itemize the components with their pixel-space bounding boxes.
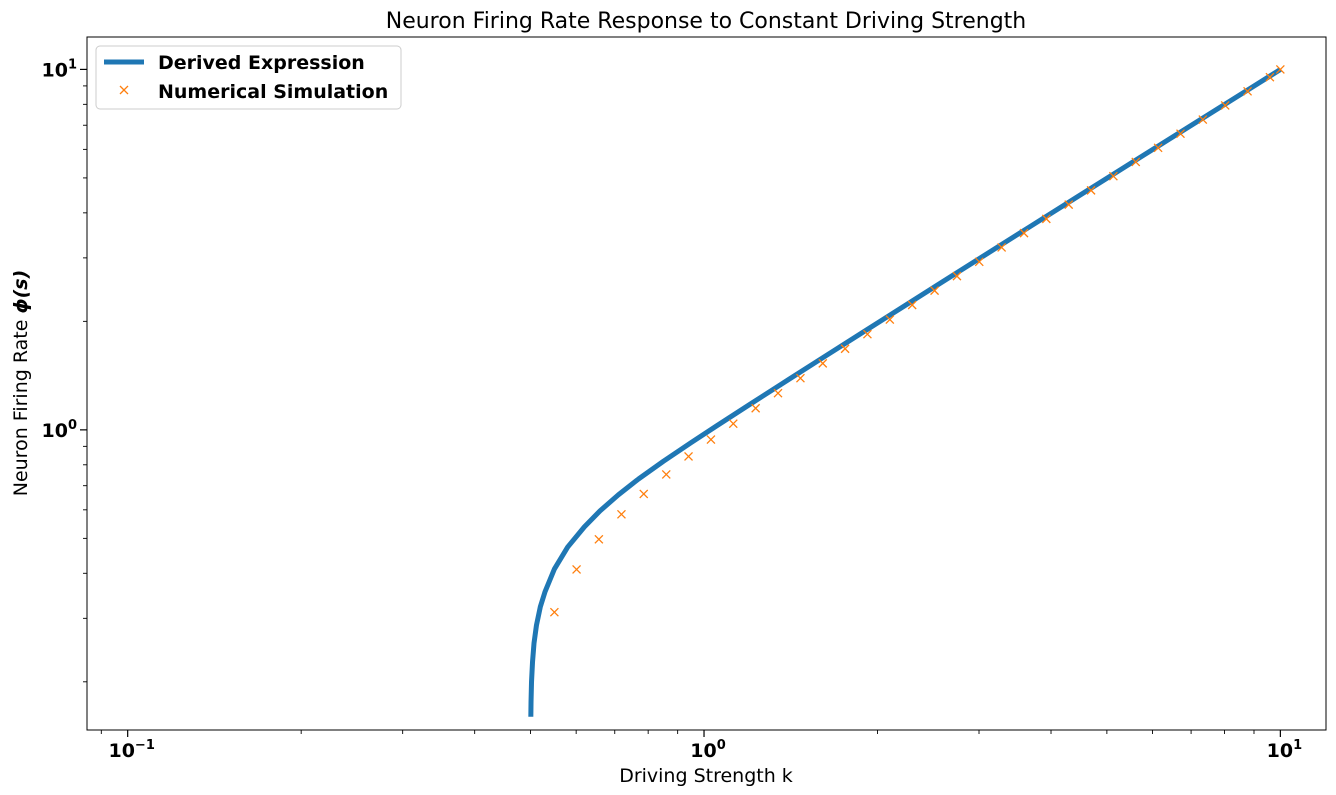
- x-tick-label: 10−1: [108, 738, 154, 762]
- legend-marker-swatch: [119, 85, 129, 95]
- legend: Derived Expression Numerical Simulation: [95, 45, 402, 110]
- data-point-numerical-simulation: [1086, 185, 1096, 195]
- x-axis-label: Driving Strength k: [619, 765, 793, 787]
- data-point-numerical-simulation: [616, 509, 626, 519]
- data-point-numerical-simulation: [997, 242, 1007, 252]
- data-point-numerical-simulation: [795, 373, 805, 383]
- data-point-numerical-simulation: [1220, 100, 1230, 110]
- series-line-derived-expression: [528, 67, 1282, 717]
- data-point-numerical-simulation: [1153, 143, 1163, 153]
- axis-ticks: 10−1 100 101 100 101: [42, 57, 1303, 762]
- x-tick-label: 100: [690, 738, 726, 762]
- data-point-numerical-simulation: [885, 315, 895, 325]
- data-point-numerical-simulation: [1041, 214, 1051, 224]
- legend-label-derived: Derived Expression: [158, 52, 365, 74]
- data-point-numerical-simulation: [840, 344, 850, 354]
- data-point-numerical-simulation: [974, 257, 984, 267]
- data-point-numerical-simulation: [1064, 200, 1074, 210]
- data-point-numerical-simulation: [1275, 64, 1285, 74]
- data-point-numerical-simulation: [706, 435, 716, 445]
- y-tick-label: 101: [42, 57, 78, 81]
- legend-box: [95, 45, 402, 110]
- data-point-numerical-simulation: [1265, 72, 1275, 82]
- data-point-numerical-simulation: [773, 388, 783, 398]
- data-point-numerical-simulation: [1198, 115, 1208, 124]
- data-point-numerical-simulation: [1243, 86, 1253, 96]
- legend-label-numerical: Numerical Simulation: [158, 81, 388, 103]
- y-tick-label: 100: [42, 418, 78, 442]
- data-point-numerical-simulation: [930, 286, 940, 296]
- data-point-numerical-simulation: [728, 419, 738, 429]
- data-point-numerical-simulation: [952, 271, 962, 281]
- y-axis-label-text: Neuron Firing Rate: [10, 314, 32, 497]
- data-point-numerical-simulation: [661, 470, 671, 479]
- data-point-numerical-simulation: [1176, 129, 1185, 139]
- data-point-numerical-simulation: [594, 534, 604, 544]
- x-tick-label: 101: [1267, 738, 1303, 762]
- data-point-numerical-simulation: [1019, 228, 1029, 238]
- data-point-numerical-simulation: [1131, 157, 1141, 167]
- data-point-numerical-simulation: [572, 564, 582, 574]
- data-point-numerical-simulation: [549, 607, 559, 617]
- chart-title: Neuron Firing Rate Response to Constant …: [386, 9, 1026, 34]
- data-point-numerical-simulation: [818, 358, 828, 368]
- data-point-numerical-simulation: [862, 329, 872, 339]
- data-point-numerical-simulation: [684, 451, 693, 461]
- data-point-numerical-simulation: [751, 403, 761, 413]
- plot-frame: [86, 36, 1327, 731]
- data-point-numerical-simulation: [907, 300, 917, 310]
- data-point-numerical-simulation: [1108, 171, 1118, 181]
- data-point-numerical-simulation: [639, 489, 649, 499]
- y-axis-label-symbol: ϕ(s): [10, 270, 32, 314]
- plot-area: [528, 64, 1285, 717]
- legend-marker-x: [119, 85, 129, 95]
- y-axis-label: Neuron Firing Rate ϕ(s): [10, 270, 32, 497]
